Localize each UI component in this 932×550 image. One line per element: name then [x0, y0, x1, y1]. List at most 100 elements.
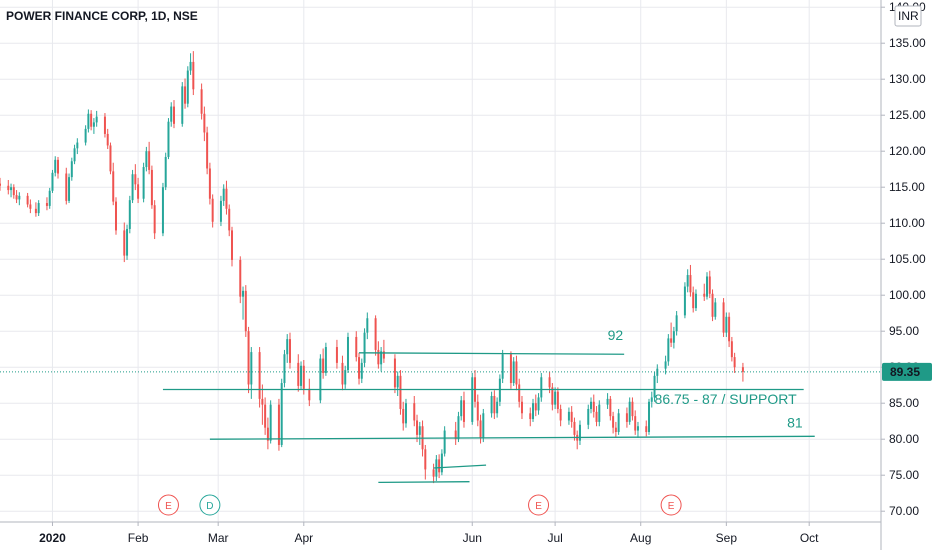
candle — [725, 312, 728, 337]
candle-body — [84, 128, 87, 143]
x-axis-label: Jul — [547, 531, 562, 545]
candle — [172, 100, 175, 129]
candle — [84, 125, 87, 146]
svg-text:E: E — [165, 501, 172, 512]
candle-body — [366, 318, 369, 333]
svg-text:D: D — [206, 501, 213, 512]
candle — [683, 282, 686, 319]
chart-annotation[interactable]: 86.75 - 87 / SUPPORT — [655, 391, 798, 407]
trendline[interactable] — [209, 435, 815, 440]
candle-body — [722, 302, 725, 333]
candle — [694, 289, 697, 312]
candle-body — [184, 86, 187, 104]
candle-body — [277, 404, 280, 445]
candle-body — [29, 204, 32, 209]
candle-body — [650, 397, 653, 402]
candle-body — [219, 200, 222, 222]
candle — [706, 272, 709, 300]
chart-title: POWER FINANCE CORP, 1D, NSE — [6, 9, 198, 23]
earnings-event-marker[interactable]: E — [528, 494, 550, 516]
candle — [29, 199, 32, 214]
candle-body — [300, 365, 303, 386]
candle-body — [211, 198, 214, 222]
candle-body — [730, 341, 733, 358]
candle — [131, 169, 134, 204]
candle — [200, 83, 203, 120]
candle — [184, 78, 187, 109]
candle-body — [672, 331, 675, 343]
candle-body — [161, 187, 164, 234]
candle-body — [87, 113, 90, 129]
candle-body — [324, 347, 327, 373]
trendline[interactable] — [433, 464, 487, 469]
candle-body — [222, 188, 225, 201]
candle-body — [68, 177, 71, 201]
chart-annotation[interactable]: 81 — [787, 415, 803, 431]
candle — [653, 371, 656, 402]
candle — [300, 361, 303, 390]
candle-body — [675, 315, 678, 332]
chart-annotation[interactable]: 92 — [608, 327, 624, 343]
candle — [242, 286, 245, 320]
candle — [341, 355, 344, 391]
candle — [631, 397, 634, 421]
candle-body — [628, 401, 631, 422]
candle-body — [200, 89, 203, 114]
candle — [211, 194, 214, 228]
candle — [501, 349, 504, 384]
candle-body — [90, 113, 93, 127]
candle — [319, 354, 322, 404]
candle-body — [206, 132, 209, 169]
candle — [413, 396, 416, 427]
candle — [711, 289, 714, 322]
candle — [244, 285, 247, 337]
earnings-event-marker[interactable]: E — [660, 494, 682, 516]
candle-body — [418, 426, 421, 435]
candle — [228, 204, 231, 237]
trendline[interactable] — [378, 481, 470, 484]
candle-body — [741, 367, 744, 372]
candle — [476, 394, 479, 427]
candle — [297, 354, 300, 392]
candle-body — [148, 151, 151, 170]
candle-body — [556, 391, 559, 409]
candle — [440, 449, 443, 476]
candle-body — [341, 362, 344, 385]
y-axis-label: 105.00 — [889, 252, 926, 266]
candle-body — [636, 426, 639, 431]
candle — [230, 226, 233, 267]
candle — [460, 396, 463, 421]
candle — [374, 315, 377, 356]
candle — [68, 173, 71, 204]
candle — [335, 339, 338, 369]
candle-body — [648, 401, 651, 432]
candle-body — [399, 375, 402, 409]
candle — [554, 387, 557, 409]
candle — [509, 351, 512, 389]
candle — [358, 352, 361, 385]
candle — [402, 401, 405, 431]
candle-body — [76, 142, 79, 149]
trendline[interactable] — [359, 352, 625, 355]
candle — [567, 407, 570, 425]
candle-body — [18, 195, 21, 200]
candle-body — [239, 259, 242, 297]
candle — [617, 408, 620, 435]
candle-body — [570, 411, 573, 422]
candle-body — [587, 408, 590, 425]
dividend-event-marker[interactable]: D — [199, 494, 221, 516]
candle-body — [462, 400, 465, 422]
currency-badge[interactable]: INR — [894, 5, 922, 27]
earnings-event-marker[interactable]: E — [157, 494, 179, 516]
candle — [288, 332, 291, 369]
candle — [438, 454, 441, 479]
candle — [493, 390, 496, 420]
candle — [457, 411, 460, 443]
candle — [206, 126, 209, 175]
candle-body — [288, 339, 291, 363]
candle-body — [396, 375, 399, 388]
candle — [534, 394, 537, 417]
candle-body — [614, 427, 617, 432]
candle — [346, 332, 349, 373]
candle-body — [703, 293, 706, 297]
